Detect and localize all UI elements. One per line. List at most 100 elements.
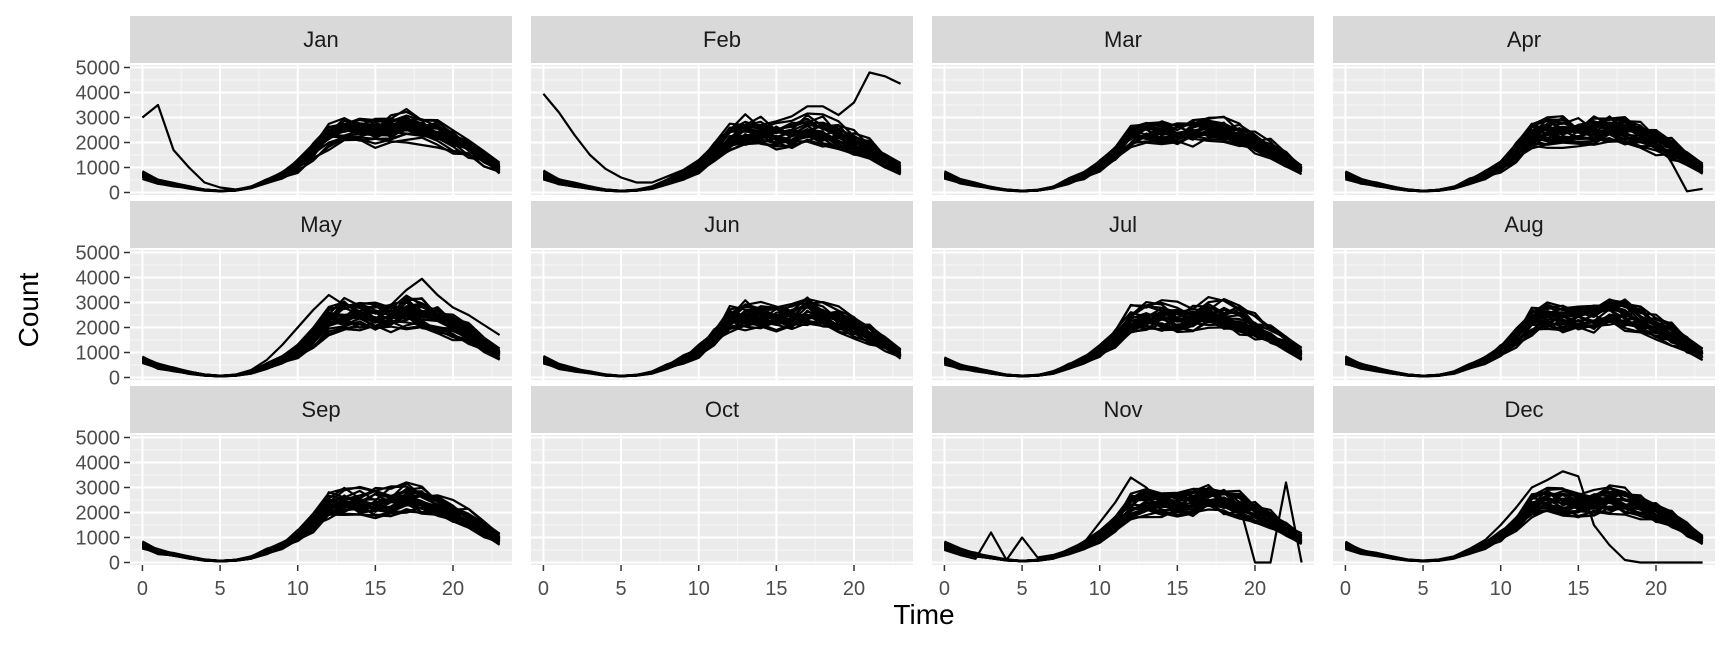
facet-strip — [932, 386, 1314, 433]
series-line — [542, 71, 902, 184]
y-tick-label: 5000 — [76, 243, 121, 265]
series-line — [141, 103, 500, 191]
y-tick-label: 3000 — [76, 478, 121, 500]
facet-strip-label: Jun — [704, 212, 739, 237]
x-tick-label: 20 — [1244, 578, 1266, 600]
y-tick-label: 2000 — [76, 318, 121, 340]
facet-strip — [1333, 201, 1715, 248]
facet-mar: Mar — [932, 16, 1314, 195]
series-line — [944, 313, 1303, 378]
facet-jun: Jun — [531, 201, 913, 380]
series-line — [542, 120, 902, 192]
facet-strip — [130, 201, 512, 248]
x-tick-label: 10 — [688, 578, 710, 600]
x-tick-label: 5 — [1418, 578, 1429, 600]
y-axis-title: Count — [13, 272, 44, 347]
series-line — [943, 490, 1303, 562]
y-tick-label: 4000 — [76, 268, 121, 290]
y-tick-label: 2000 — [76, 503, 121, 525]
series-lines — [1344, 115, 1704, 193]
facet-oct: Oct 0 5 10 15 20 — [531, 386, 913, 600]
facet-apr: Apr — [1333, 16, 1715, 195]
series-line — [1345, 121, 1703, 193]
x-tick-label: 20 — [843, 578, 865, 600]
series-line — [542, 297, 902, 377]
facet-may: May 0 1000 2000 3000 4000 5000 — [76, 201, 512, 390]
facet-feb: Feb — [531, 16, 913, 195]
series-line — [1344, 304, 1704, 377]
facet-strip — [130, 16, 512, 63]
facet-sep: Sep 0 1000 2000 3000 4000 5000 0 5 10 15 20 — [76, 386, 512, 600]
y-tick-label: 0 — [109, 368, 120, 390]
series-lines — [141, 481, 501, 563]
series-line — [1344, 470, 1703, 564]
facet-aug: Aug — [1333, 201, 1715, 380]
facet-jan: Jan 0 1000 2000 3000 4000 5000 — [76, 16, 512, 205]
x-tick-label: 15 — [765, 578, 787, 600]
series-lines — [1344, 298, 1704, 378]
x-tick-label: 0 — [1340, 578, 1351, 600]
facet-strip — [1333, 386, 1715, 433]
x-tick-label: 20 — [442, 578, 464, 600]
x-tick-label: 0 — [137, 578, 148, 600]
y-tick-label: 1000 — [76, 528, 121, 550]
x-tick-label: 5 — [1017, 578, 1028, 600]
y-tick-label: 5000 — [76, 58, 121, 80]
series-line — [944, 124, 1303, 193]
facet-strip — [531, 201, 913, 248]
y-tick-label: 0 — [109, 553, 120, 575]
facet-strip-label: Nov — [1103, 397, 1142, 422]
y-tick-label: 3000 — [76, 293, 121, 315]
x-tick-label: 15 — [1567, 578, 1589, 600]
facet-strip-label: May — [300, 212, 342, 237]
series-line — [142, 499, 500, 563]
series-line — [141, 126, 501, 193]
series-lines — [943, 296, 1303, 378]
x-tick-label: 10 — [1089, 578, 1111, 600]
x-tick-label: 10 — [287, 578, 309, 600]
facet-strip — [932, 201, 1314, 248]
facet-strip-label: Feb — [703, 27, 741, 52]
x-tick-label: 20 — [1645, 578, 1667, 600]
facet-strip-label: Dec — [1504, 397, 1543, 422]
facet-strip-label: Mar — [1104, 27, 1142, 52]
facet-nov: Nov 0 5 10 15 20 — [932, 386, 1314, 600]
x-tick-label: 0 — [538, 578, 549, 600]
y-tick-label: 5000 — [76, 428, 121, 450]
facet-strip-label: Apr — [1507, 27, 1541, 52]
y-tick-label: 2000 — [76, 133, 121, 155]
y-tick-label: 4000 — [76, 83, 121, 105]
facet-strip — [1333, 16, 1715, 63]
facet-strip-label: Jan — [303, 27, 338, 52]
facet-strip-label: Aug — [1504, 212, 1543, 237]
x-tick-label: 10 — [1490, 578, 1512, 600]
y-tick-label: 3000 — [76, 108, 121, 130]
series-line — [944, 476, 1303, 564]
series-lines — [141, 277, 501, 378]
series-lines — [943, 476, 1303, 564]
x-tick-label: 0 — [939, 578, 950, 600]
x-axis-title: Time — [893, 599, 954, 630]
series-lines — [141, 103, 501, 193]
series-lines — [943, 115, 1303, 193]
facet-strip — [531, 16, 913, 63]
facet-strip — [130, 386, 512, 433]
y-tick-label: 1000 — [76, 158, 121, 180]
x-tick-label: 15 — [1166, 578, 1188, 600]
x-tick-label: 5 — [616, 578, 627, 600]
facet-strip — [531, 386, 913, 433]
series-lines — [542, 71, 902, 193]
y-tick-label: 4000 — [76, 453, 121, 475]
series-line — [141, 277, 501, 378]
facet-strip-label: Jul — [1109, 212, 1137, 237]
y-tick-label: 1000 — [76, 343, 121, 365]
facet-strip-label: Sep — [301, 397, 340, 422]
x-tick-label: 15 — [364, 578, 386, 600]
series-lines — [542, 296, 902, 378]
series-lines — [1344, 470, 1704, 564]
facet-strip — [932, 16, 1314, 63]
x-tick-label: 5 — [215, 578, 226, 600]
facet-jul: Jul — [932, 201, 1314, 380]
